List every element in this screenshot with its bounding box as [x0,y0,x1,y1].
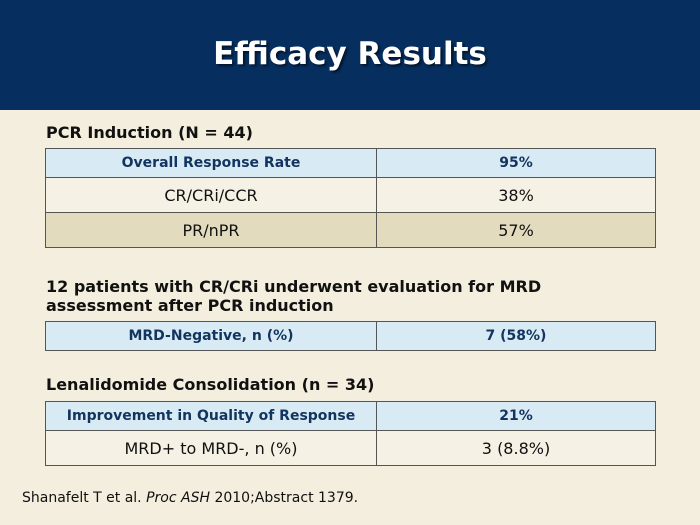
table-header-cell: MRD-Negative, n (%) [45,321,377,351]
table-cell: MRD+ to MRD-, n (%) [45,430,377,466]
table-row: PR/nPR 57% [45,212,656,248]
table-header-cell: 95% [376,148,656,178]
table-header-row: MRD-Negative, n (%) 7 (58%) [45,321,656,351]
lenalidomide-table: Improvement in Quality of Response 21% M… [45,401,656,466]
table-cell: CR/CRi/CCR [45,177,377,213]
table-cell: 3 (8.8%) [376,430,656,466]
table-header-row: Improvement in Quality of Response 21% [45,401,656,431]
pcr-induction-table: Overall Response Rate 95% CR/CRi/CCR 38%… [45,148,656,248]
table-cell: 38% [376,177,656,213]
section-heading-line: 12 patients with CR/CRi underwent evalua… [46,277,542,296]
table-header-row: Overall Response Rate 95% [45,148,656,178]
mrd-table: MRD-Negative, n (%) 7 (58%) [45,321,656,351]
table-cell: PR/nPR [45,212,377,248]
section-heading-lenalidomide: Lenalidomide Consolidation (n = 34) [46,375,375,394]
table-row: MRD+ to MRD-, n (%) 3 (8.8%) [45,430,656,466]
slide-title: Efficacy Results [213,36,487,72]
table-header-cell: 7 (58%) [376,321,656,351]
section-heading-line: assessment after PCR induction [46,296,334,315]
title-bar: Efficacy Results [0,0,700,110]
table-header-cell: Improvement in Quality of Response [45,401,377,431]
table-header-cell: Overall Response Rate [45,148,377,178]
section-heading-pcr-induction: PCR Induction (N = 44) [46,123,253,142]
citation-authors: Shanafelt T et al. [22,490,142,506]
citation-details: 2010;Abstract 1379. [214,490,359,506]
table-row: CR/CRi/CCR 38% [45,177,656,213]
table-header-cell: 21% [376,401,656,431]
section-heading-mrd: 12 patients with CR/CRi underwent evalua… [46,277,541,315]
citation-journal: Proc ASH [146,490,210,506]
table-cell: 57% [376,212,656,248]
citation: Shanafelt T et al. Proc ASH 2010;Abstrac… [22,490,358,506]
